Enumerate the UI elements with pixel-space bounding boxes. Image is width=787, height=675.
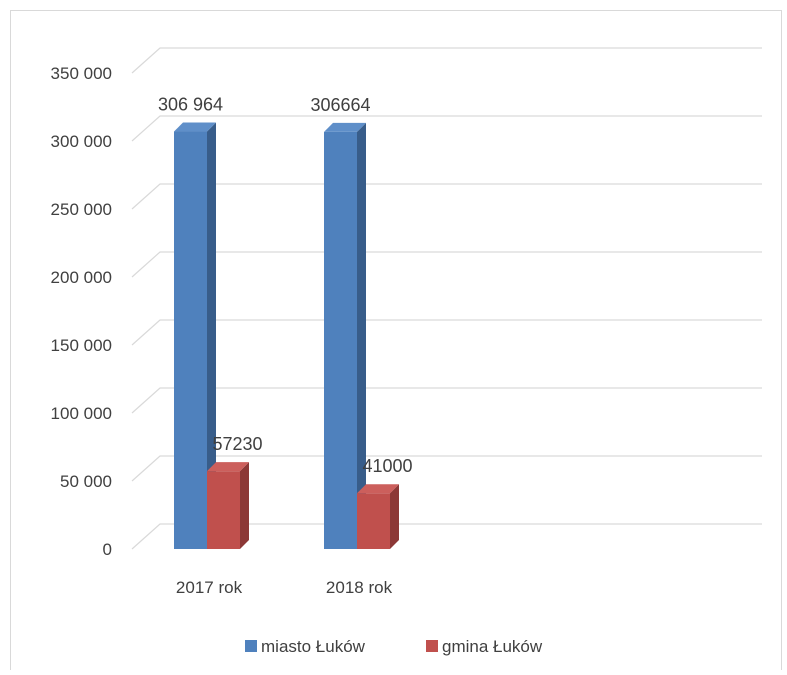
gridline xyxy=(131,455,762,482)
gridline xyxy=(131,115,762,142)
bar-top xyxy=(174,122,216,132)
bar xyxy=(357,493,390,549)
bar xyxy=(207,471,240,549)
bar xyxy=(174,131,207,549)
gridline xyxy=(131,387,762,414)
data-label: 57230 xyxy=(212,434,262,454)
gridline xyxy=(131,319,762,346)
bar-side xyxy=(240,462,249,549)
bar-top xyxy=(207,462,249,472)
x-axis-categories: 2017 rok 2018 rok xyxy=(176,578,393,597)
bar-side xyxy=(357,122,366,550)
bar-side xyxy=(390,484,399,549)
gridline xyxy=(131,523,762,550)
data-labels: 306 964 57230 306664 41000 xyxy=(158,95,413,477)
bar-side xyxy=(207,122,216,549)
chart-frame xyxy=(10,10,782,670)
gridlines xyxy=(131,47,762,550)
y-tick-label: 250 000 xyxy=(51,200,112,219)
y-tick-label: 300 000 xyxy=(51,132,112,151)
x-category-label: 2018 rok xyxy=(326,578,393,597)
gridline xyxy=(131,47,762,74)
x-category-label: 2017 rok xyxy=(176,578,243,597)
y-tick-label: 200 000 xyxy=(51,268,112,287)
gridline xyxy=(131,251,762,278)
legend-label: gmina Łuków xyxy=(442,637,543,656)
legend: miasto Łuków gmina Łuków xyxy=(245,637,543,656)
y-tick-label: 150 000 xyxy=(51,336,112,355)
y-tick-label: 100 000 xyxy=(51,404,112,423)
bars xyxy=(174,122,399,550)
bar-top xyxy=(357,484,399,494)
data-label: 41000 xyxy=(362,456,412,476)
y-tick-label: 50 000 xyxy=(60,472,112,491)
bar-top xyxy=(324,122,366,132)
data-label: 306 964 xyxy=(158,95,223,115)
legend-swatch xyxy=(245,640,257,652)
data-label: 306664 xyxy=(310,95,370,115)
y-tick-label: 350 000 xyxy=(51,64,112,83)
y-tick-label: 0 xyxy=(103,540,112,559)
legend-swatch xyxy=(426,640,438,652)
legend-label: miasto Łuków xyxy=(261,637,366,656)
bar xyxy=(324,131,357,550)
y-axis-ticks: 0 50 000 100 000 150 000 200 000 250 000 300 0… xyxy=(51,64,112,559)
gridline xyxy=(131,183,762,210)
